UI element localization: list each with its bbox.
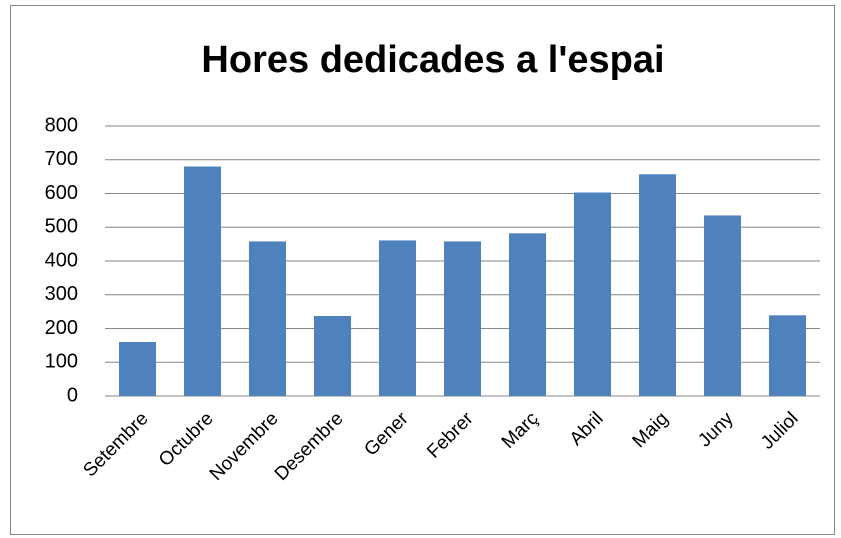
bar bbox=[638, 174, 677, 396]
chart-title: Hores dedicades a l'espai bbox=[201, 39, 664, 81]
y-tick-label: 200 bbox=[45, 317, 78, 339]
bar bbox=[443, 241, 482, 396]
y-tick-label: 700 bbox=[45, 148, 78, 170]
y-tick-label: 300 bbox=[45, 283, 78, 305]
bar bbox=[378, 240, 417, 396]
y-tick-label: 100 bbox=[45, 351, 78, 373]
y-tick-label: 600 bbox=[45, 182, 78, 204]
bar bbox=[118, 342, 157, 396]
bar bbox=[768, 315, 807, 396]
chart-border bbox=[10, 5, 835, 535]
y-tick-label: 400 bbox=[45, 249, 78, 271]
bar bbox=[183, 166, 222, 396]
bar bbox=[248, 241, 287, 396]
bar bbox=[508, 233, 547, 396]
y-tick-label: 500 bbox=[45, 216, 78, 238]
bar bbox=[573, 192, 612, 396]
y-tick-label: 800 bbox=[45, 114, 78, 136]
y-tick-label: 0 bbox=[67, 384, 78, 406]
bar bbox=[703, 215, 742, 396]
bar bbox=[313, 316, 352, 396]
